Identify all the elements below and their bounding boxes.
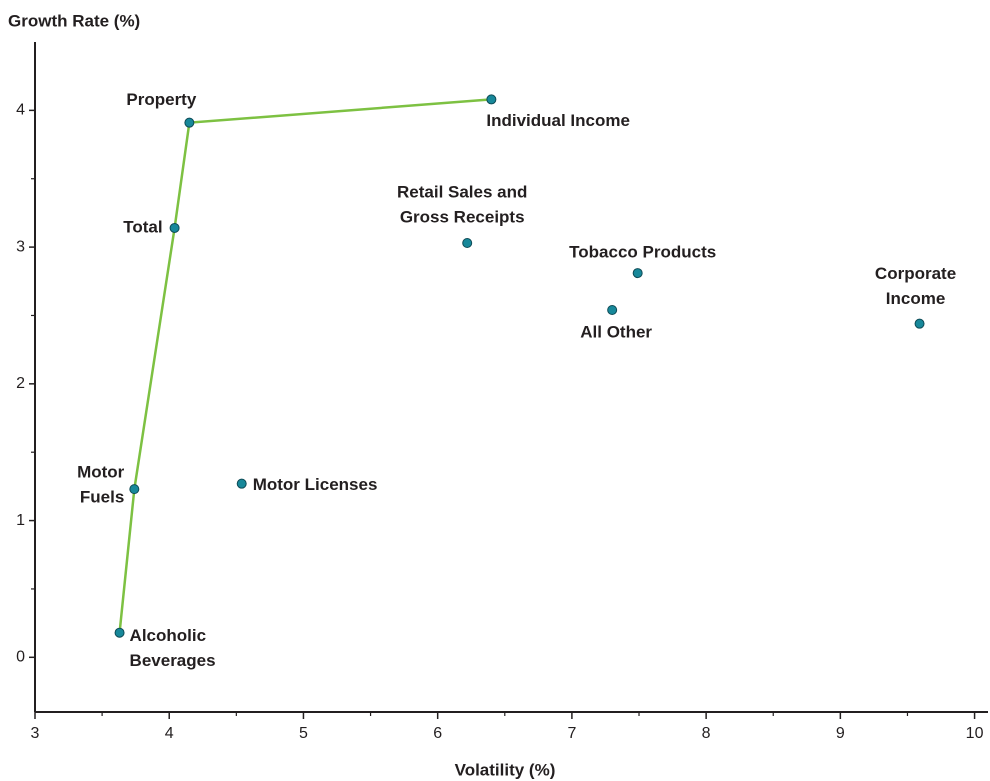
- point: [462, 238, 473, 248]
- point: [632, 268, 643, 279]
- x-tick-label: 9: [836, 725, 845, 742]
- point-label: Total: [123, 217, 162, 236]
- y-tick-label: 0: [16, 649, 25, 666]
- point-label: Motor Licenses: [253, 475, 378, 494]
- point-label: Gross Receipts: [400, 207, 525, 226]
- point-label: All Other: [580, 322, 652, 341]
- x-tick-label: 3: [31, 725, 40, 742]
- point-label: Individual Income: [486, 111, 630, 130]
- point: [129, 484, 140, 495]
- x-tick-label: 7: [567, 725, 576, 742]
- point-label: Tobacco Products: [569, 243, 716, 262]
- frontier-line: [118, 98, 492, 633]
- point-label: Alcoholic: [130, 626, 207, 645]
- point: [607, 305, 618, 315]
- point: [169, 222, 180, 233]
- x-tick-label: 10: [966, 725, 984, 742]
- point-label: Income: [886, 289, 946, 308]
- y-tick-label: 1: [16, 512, 25, 529]
- y-tick-label: 4: [16, 102, 25, 119]
- x-axis-label: Volatility (%): [455, 760, 556, 779]
- x-tick-label: 6: [433, 725, 442, 742]
- y-tick-label: 2: [16, 375, 25, 392]
- point: [914, 318, 925, 329]
- point-label: Corporate: [875, 264, 956, 283]
- point-label: Fuels: [80, 488, 124, 507]
- x-tick-label: 4: [165, 725, 174, 742]
- point-label: Motor: [77, 463, 125, 482]
- y-tick-label: 3: [16, 238, 25, 255]
- point: [236, 478, 247, 489]
- y-axis-label: Growth Rate (%): [8, 11, 140, 30]
- point-label: Property: [126, 90, 196, 109]
- point: [486, 94, 497, 105]
- point-label: Beverages: [130, 651, 216, 670]
- point: [114, 627, 125, 638]
- point-label: Retail Sales and: [397, 182, 527, 201]
- x-tick-label: 8: [702, 725, 711, 742]
- x-tick-label: 5: [299, 725, 308, 742]
- point: [184, 117, 195, 128]
